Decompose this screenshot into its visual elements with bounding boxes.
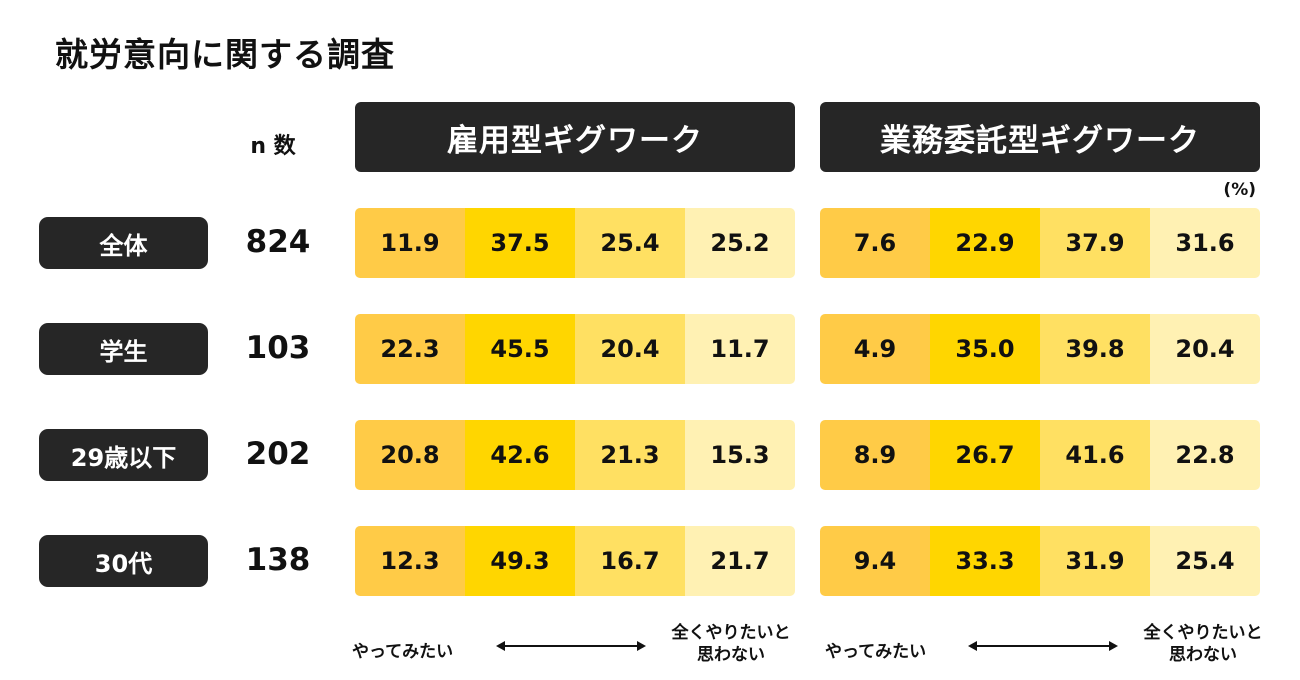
bar-segment: 37.9 (1040, 208, 1150, 278)
bar-segment: 49.3 (465, 526, 575, 596)
bar-segment: 20.8 (355, 420, 465, 490)
bar-segment: 4.9 (820, 314, 930, 384)
scale-right-line1: 全くやりたいと (1143, 623, 1263, 643)
unit-label: (%) (1223, 180, 1256, 200)
double-arrow-icon (968, 641, 1118, 651)
scale-left-label-2: やってみたい (825, 642, 927, 662)
scale-right-line1: 全くやりたいと (671, 623, 791, 643)
bar-segment: 35.0 (930, 314, 1040, 384)
bar-segment: 12.3 (355, 526, 465, 596)
scale-right-label-1: 全くやりたいと 思わない (661, 622, 801, 666)
bar-segment: 15.3 (685, 420, 795, 490)
bar-segment: 31.6 (1150, 208, 1260, 278)
bar-segment: 41.6 (1040, 420, 1150, 490)
bar-segment: 22.8 (1150, 420, 1260, 490)
bar-segment: 25.4 (575, 208, 685, 278)
bar-segment: 42.6 (465, 420, 575, 490)
bar-segment: 7.6 (820, 208, 930, 278)
panel-header-contract-gig: 業務委託型ギグワーク (820, 102, 1260, 172)
bar-segment: 39.8 (1040, 314, 1150, 384)
scale-right-line2: 思わない (1169, 645, 1237, 665)
n-column-header: n 数 (250, 134, 296, 159)
bar-segment: 31.9 (1040, 526, 1150, 596)
scale-left-label-1: やってみたい (352, 642, 454, 662)
bar-segment: 20.4 (1150, 314, 1260, 384)
response-bar: 8.9 26.7 41.6 22.8 (820, 420, 1260, 490)
page-title: 就労意向に関する調査 (55, 35, 395, 74)
bar-segment: 11.7 (685, 314, 795, 384)
panel-header-employment-gig: 雇用型ギグワーク (355, 102, 795, 172)
bar-segment: 26.7 (930, 420, 1040, 490)
bar-segment: 25.2 (685, 208, 795, 278)
scale-right-line2: 思わない (697, 645, 765, 665)
row-label: 学生 (39, 323, 208, 375)
row-n-value: 138 (245, 542, 311, 578)
bar-segment: 37.5 (465, 208, 575, 278)
row-label: 30代 (39, 535, 208, 587)
bar-segment: 33.3 (930, 526, 1040, 596)
row-n-value: 824 (245, 224, 311, 260)
bar-segment: 16.7 (575, 526, 685, 596)
scale-right-label-2: 全くやりたいと 思わない (1133, 622, 1273, 666)
bar-segment: 21.7 (685, 526, 795, 596)
response-bar: 11.9 37.5 25.4 25.2 (355, 208, 795, 278)
row-n-value: 103 (245, 330, 311, 366)
bar-segment: 45.5 (465, 314, 575, 384)
double-arrow-icon (496, 641, 646, 651)
bar-segment: 11.9 (355, 208, 465, 278)
row-label: 全体 (39, 217, 208, 269)
response-bar: 9.4 33.3 31.9 25.4 (820, 526, 1260, 596)
bar-segment: 9.4 (820, 526, 930, 596)
response-bar: 12.3 49.3 16.7 21.7 (355, 526, 795, 596)
response-bar: 22.3 45.5 20.4 11.7 (355, 314, 795, 384)
row-n-value: 202 (245, 436, 311, 472)
bar-segment: 21.3 (575, 420, 685, 490)
response-bar: 7.6 22.9 37.9 31.6 (820, 208, 1260, 278)
bar-segment: 22.3 (355, 314, 465, 384)
bar-segment: 25.4 (1150, 526, 1260, 596)
bar-segment: 22.9 (930, 208, 1040, 278)
response-bar: 4.9 35.0 39.8 20.4 (820, 314, 1260, 384)
bar-segment: 8.9 (820, 420, 930, 490)
row-label: 29歳以下 (39, 429, 208, 481)
bar-segment: 20.4 (575, 314, 685, 384)
response-bar: 20.8 42.6 21.3 15.3 (355, 420, 795, 490)
